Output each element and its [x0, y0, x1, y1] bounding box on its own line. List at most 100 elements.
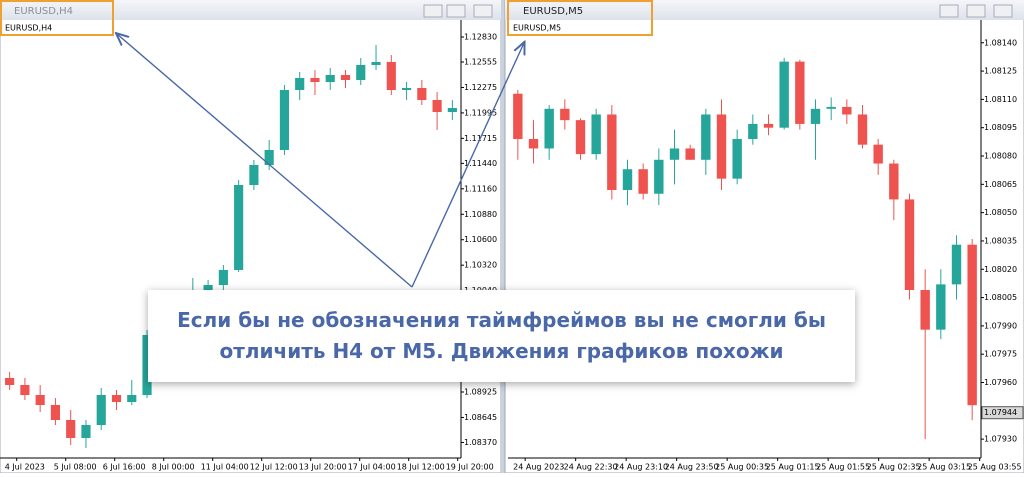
candle-body [685, 148, 695, 160]
maximize-button[interactable] [966, 4, 986, 18]
candle-body [716, 114, 727, 179]
price-label: 1.08050 [984, 208, 1017, 217]
price-label: 1.08080 [984, 152, 1017, 161]
candle-body [279, 90, 290, 150]
time-label: 13 Jul 20:00 [299, 463, 347, 472]
candle-body [622, 169, 633, 190]
price-label: 1.11995 [464, 108, 497, 117]
candle-body [234, 185, 244, 270]
candle-body [295, 78, 305, 90]
time-label: 25 Aug 03:15 [917, 463, 971, 472]
price-label: 1.12830 [464, 33, 497, 42]
candle-body [795, 61, 805, 124]
maximize-button[interactable] [446, 4, 466, 18]
time-label: 4 Jul 2023 [5, 463, 45, 472]
time-label: 24 Aug 23:10 [614, 463, 668, 472]
symbol-label: EURUSD,M5 [513, 24, 561, 33]
price-label: 1.07990 [984, 321, 1017, 330]
price-label: 1.10320 [464, 261, 497, 270]
candle-body [607, 114, 617, 190]
candle-body [936, 284, 946, 330]
candle-body [763, 123, 774, 128]
candle-body [356, 65, 366, 80]
arrow [117, 34, 413, 288]
candle-body [591, 114, 601, 155]
time-label: 25 Aug 03:55 [968, 463, 1022, 472]
title-bar [0, 0, 501, 20]
price-label: 1.12275 [464, 83, 497, 92]
symbol-label: EURUSD,H4 [5, 24, 52, 33]
candle-body [325, 75, 335, 82]
time-label: 24 Aug 2023 [513, 463, 564, 472]
candle-body [842, 106, 852, 115]
price-label: 1.11440 [464, 159, 497, 168]
candle-body [701, 114, 711, 160]
window-title: EURUSD,M5 [523, 6, 583, 17]
time-label: 25 Aug 01:55 [816, 463, 870, 472]
candle-body [528, 139, 539, 149]
close-button[interactable] [993, 4, 1013, 18]
candle-body [654, 159, 664, 194]
price-label: 1.08110 [984, 95, 1017, 104]
time-label: 5 Jul 08:00 [54, 463, 97, 472]
candle-body [264, 150, 274, 165]
candle-body [340, 75, 351, 80]
candle-body [96, 395, 106, 425]
title-bar [505, 0, 1024, 20]
price-label: 1.08125 [984, 67, 1017, 76]
price-label: 1.12555 [464, 58, 497, 67]
time-label: 25 Aug 00:35 [715, 463, 769, 472]
time-label: 6 Jul 16:00 [103, 463, 146, 472]
candle-body [218, 270, 228, 285]
candle-body [50, 405, 61, 420]
time-label: 18 Jul 12:00 [397, 463, 445, 472]
annotation-line: Если бы не обозначения таймфреймов вы не… [177, 308, 826, 332]
price-label: 1.08020 [984, 265, 1017, 274]
price-label: 1.08645 [464, 413, 497, 422]
time-label: 24 Aug 22:30 [564, 463, 618, 472]
candle-body [386, 62, 396, 90]
price-label: 1.07930 [984, 435, 1017, 444]
price-label: 1.07960 [984, 378, 1017, 387]
candle-body [66, 420, 76, 438]
candle-body [111, 395, 122, 402]
candle-body [904, 199, 915, 291]
candle-body [638, 169, 648, 194]
time-label: 25 Aug 01:15 [766, 463, 820, 472]
time-label: 19 Jul 20:00 [446, 463, 494, 472]
candle-body [810, 108, 821, 124]
minimize-button[interactable] [939, 4, 959, 18]
candle-body [544, 108, 554, 149]
candle-body [371, 62, 381, 65]
candle-body [575, 120, 586, 155]
price-label: 1.08370 [464, 438, 497, 447]
highlight-box [507, 0, 653, 36]
candle-body [35, 395, 45, 405]
time-label: 25 Aug 02:35 [867, 463, 921, 472]
candle-body [560, 108, 570, 121]
candle-body [857, 114, 868, 145]
price-label: 1.08925 [464, 388, 497, 397]
splitter [501, 0, 505, 473]
price-label: 1.10600 [464, 235, 497, 244]
close-button[interactable] [473, 4, 493, 18]
candle-body [873, 144, 883, 164]
candle-body [81, 425, 91, 438]
candle-body [401, 88, 412, 90]
window-title: EURUSD,H4 [14, 6, 73, 17]
time-label: 24 Aug 23:50 [665, 463, 719, 472]
time-label: 11 Jul 04:00 [201, 463, 249, 472]
candle-body [447, 108, 457, 112]
candle-body [779, 61, 789, 128]
candle-body [920, 290, 930, 330]
price-label: 1.10880 [464, 210, 497, 219]
candle-body [748, 123, 758, 140]
time-label: 12 Jul 12:00 [250, 463, 298, 472]
window-frame [504, 0, 1024, 474]
annotation-line: отличить H4 от M5. Движения графиков пох… [219, 339, 784, 363]
candle-body [142, 335, 152, 395]
candle-body [826, 106, 836, 109]
minimize-button[interactable] [423, 4, 443, 18]
price-label: 1.08140 [984, 38, 1017, 47]
